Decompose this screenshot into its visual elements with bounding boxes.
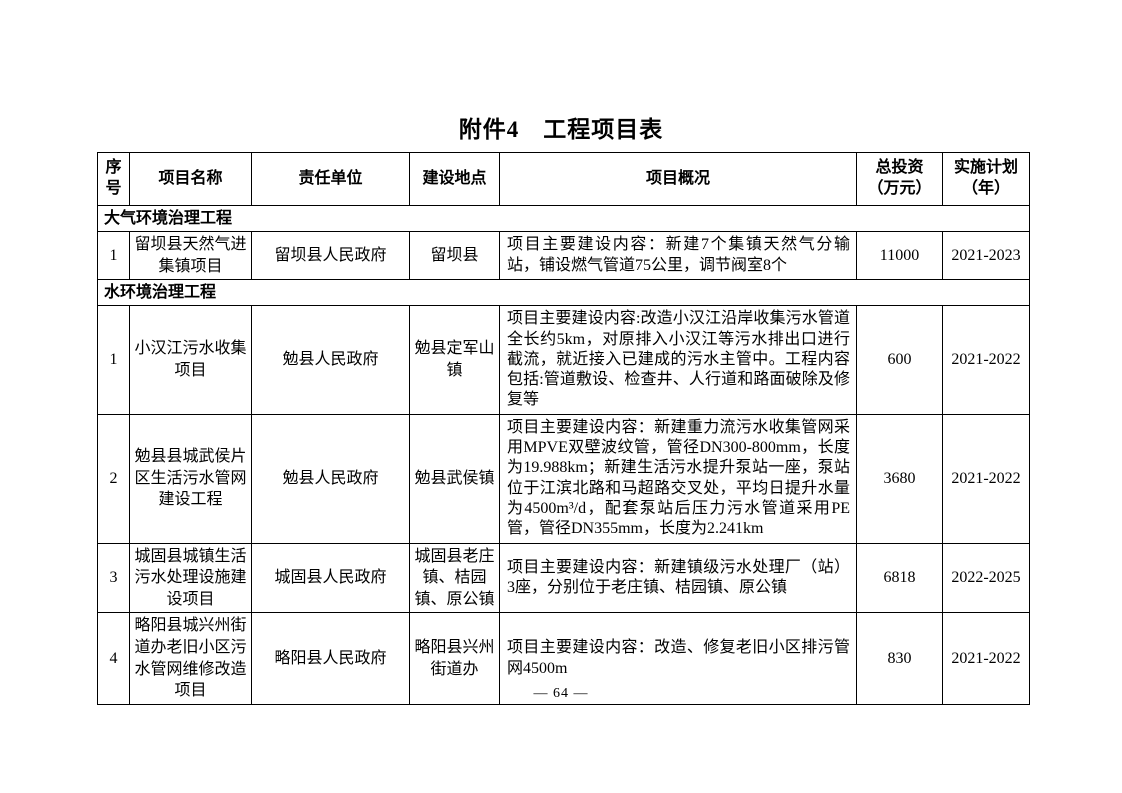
investment-cell: 3680 — [856, 413, 943, 544]
overview-cell: 项目主要建设内容：新建镇级污水处理厂（站）3座，分别位于老庄镇、桔园镇、原公镇 — [499, 542, 857, 614]
responsible-unit-cell: 城固县人民政府 — [251, 542, 410, 614]
location-cell: 勉县定军山镇 — [409, 305, 500, 415]
table-row: 3 城固县城镇生活污水处理设施建设项目 城固县人民政府 城固县老庄镇、桔园镇、原… — [97, 542, 1030, 614]
table-row: 1 小汉江污水收集项目 勉县人民政府 勉县定军山镇 项目主要建设内容:改造小汉江… — [97, 305, 1030, 415]
plan-cell: 2021-2023 — [942, 230, 1030, 281]
responsible-unit-cell: 留坝县人民政府 — [251, 230, 410, 281]
location-cell: 留坝县 — [409, 230, 500, 281]
section-row-water: 水环境治理工程 — [97, 279, 1030, 307]
overview-cell: 项目主要建设内容:改造小汉江沿岸收集污水管道全长约5km，对原排入小汉江等污水排… — [499, 305, 857, 415]
row-no-cell: 1 — [97, 230, 130, 281]
col-header-investment: 总投资 （万元） — [856, 152, 943, 206]
location-cell: 略阳县兴州街道办 — [409, 612, 500, 705]
responsible-unit-cell: 略阳县人民政府 — [251, 612, 410, 705]
section-title: 水环境治理工程 — [97, 279, 1030, 307]
section-title: 大气环境治理工程 — [97, 205, 1030, 232]
col-header-location: 建设地点 — [409, 152, 500, 206]
project-name-cell: 留坝县天然气进集镇项目 — [129, 230, 252, 281]
row-no-cell: 2 — [97, 413, 130, 544]
investment-cell: 6818 — [856, 542, 943, 614]
section-row-air: 大气环境治理工程 — [97, 205, 1030, 232]
location-cell: 城固县老庄镇、桔园镇、原公镇 — [409, 542, 500, 614]
project-name-cell: 勉县县城武侯片区生活污水管网建设工程 — [129, 413, 252, 544]
row-no-cell: 3 — [97, 542, 130, 614]
plan-cell: 2021-2022 — [942, 305, 1030, 415]
table-row: 1 留坝县天然气进集镇项目 留坝县人民政府 留坝县 项目主要建设内容：新建7个集… — [97, 230, 1030, 281]
location-cell: 勉县武侯镇 — [409, 413, 500, 544]
investment-cell: 600 — [856, 305, 943, 415]
page-title: 附件4 工程项目表 — [458, 117, 664, 142]
table-row: 2 勉县县城武侯片区生活污水管网建设工程 勉县人民政府 勉县武侯镇 项目主要建设… — [97, 413, 1030, 544]
page-number: — 64 — — [533, 686, 589, 701]
col-header-no: 序号 — [97, 152, 130, 206]
col-header-plan: 实施计划 （年） — [942, 152, 1030, 206]
project-table: 序号 项目名称 责任单位 建设地点 项目概况 总投资 （万元） 实施计划 （年）… — [97, 152, 1030, 705]
investment-cell: 830 — [856, 612, 943, 705]
row-no-cell: 4 — [97, 612, 130, 705]
project-name-cell: 小汉江污水收集项目 — [129, 305, 252, 415]
row-no-cell: 1 — [97, 305, 130, 415]
col-header-project-name: 项目名称 — [129, 152, 252, 206]
overview-cell: 项目主要建设内容：改造、修复老旧小区排污管网4500m — [499, 612, 857, 705]
responsible-unit-cell: 勉县人民政府 — [251, 413, 410, 544]
plan-cell: 2022-2025 — [942, 542, 1030, 614]
investment-cell: 11000 — [856, 230, 943, 281]
table-row: 4 略阳县城兴州街道办老旧小区污水管网维修改造项目 略阳县人民政府 略阳县兴州街… — [97, 612, 1030, 705]
responsible-unit-cell: 勉县人民政府 — [251, 305, 410, 415]
col-header-overview: 项目概况 — [499, 152, 857, 206]
overview-cell: 项目主要建设内容：新建重力流污水收集管网采用MPVE双壁波纹管，管径DN300-… — [499, 413, 857, 544]
overview-cell: 项目主要建设内容：新建7个集镇天然气分输站，铺设燃气管道75公里，调节阀室8个 — [499, 230, 857, 281]
project-name-cell: 城固县城镇生活污水处理设施建设项目 — [129, 542, 252, 614]
col-header-responsible-unit: 责任单位 — [251, 152, 410, 206]
table-header-row: 序号 项目名称 责任单位 建设地点 项目概况 总投资 （万元） 实施计划 （年） — [97, 152, 1030, 206]
plan-cell: 2021-2022 — [942, 612, 1030, 705]
plan-cell: 2021-2022 — [942, 413, 1030, 544]
